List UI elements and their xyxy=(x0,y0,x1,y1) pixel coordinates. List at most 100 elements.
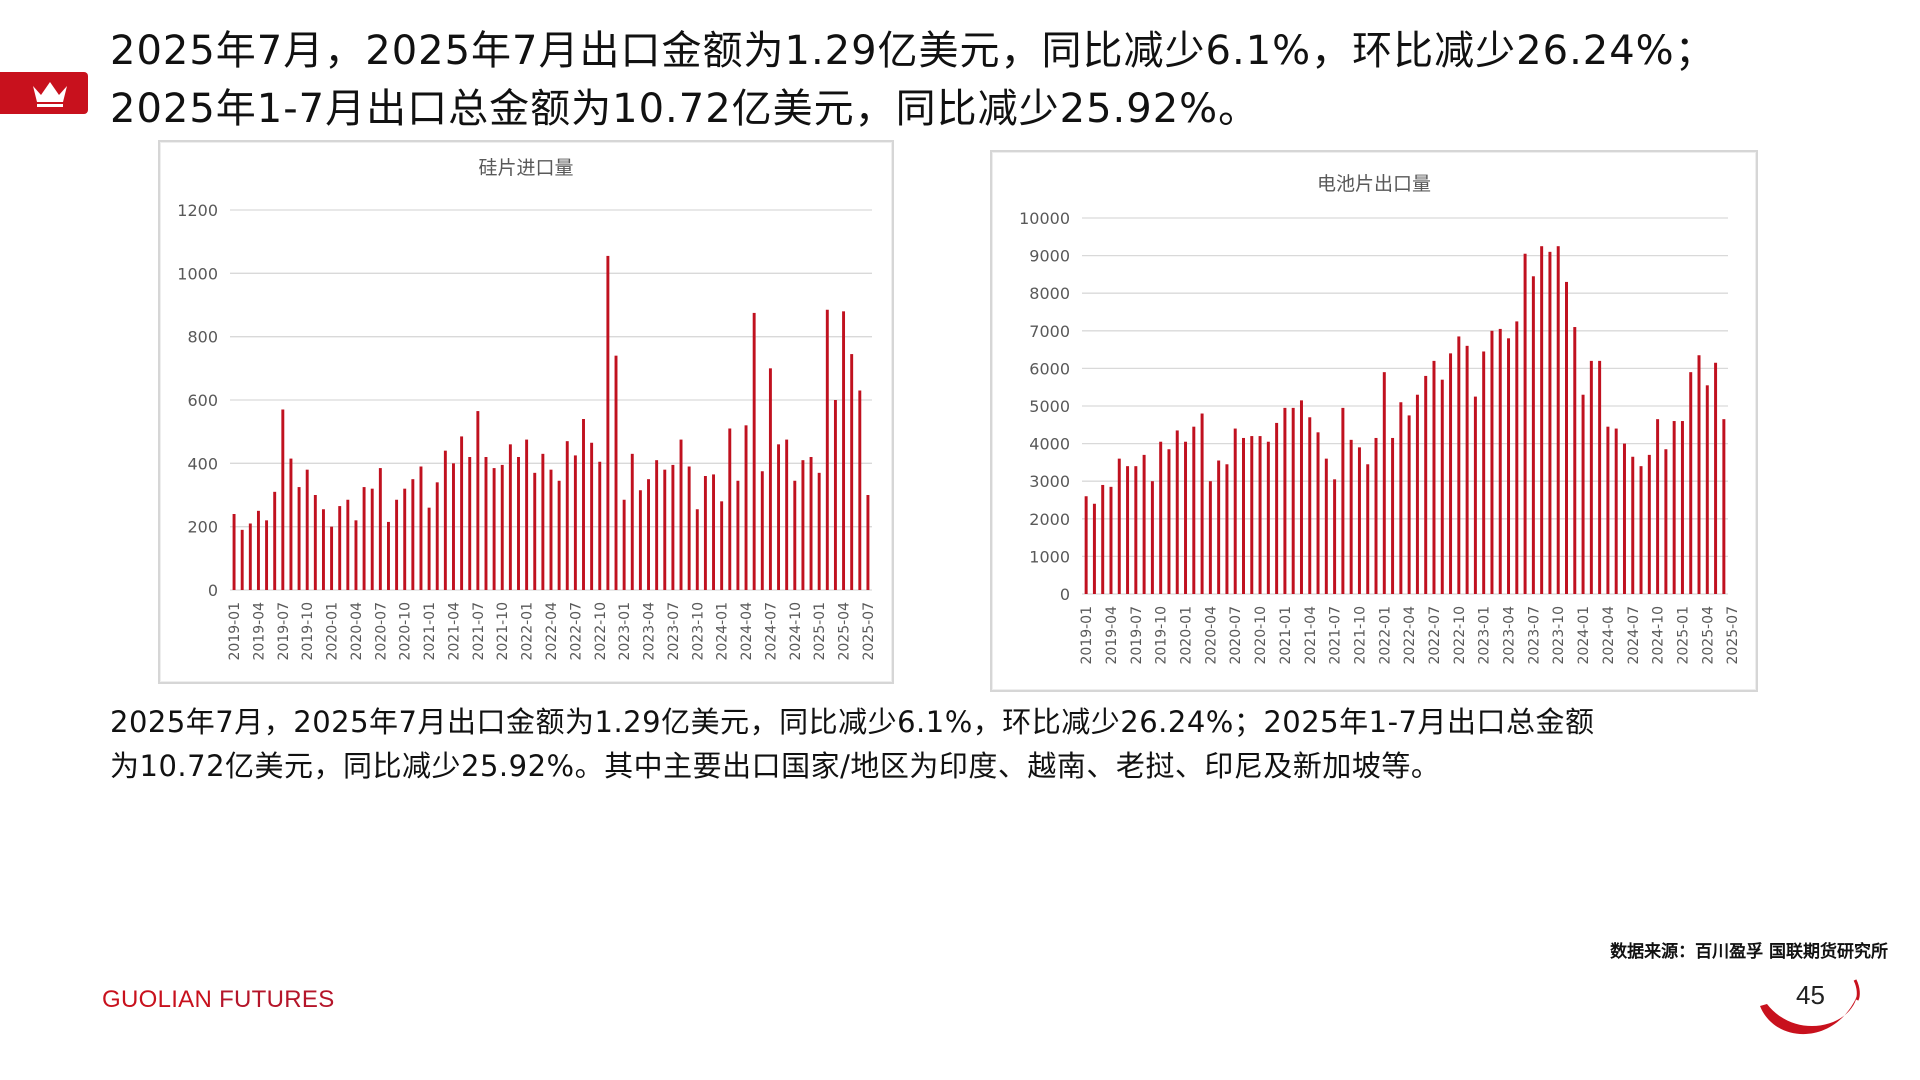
x-tick-label: 2021-07 xyxy=(471,602,487,661)
x-tick-label: 2020-07 xyxy=(373,602,389,661)
x-tick-label: 2025-07 xyxy=(1725,606,1741,665)
bar xyxy=(850,354,854,590)
x-tick-label: 2025-07 xyxy=(861,602,877,661)
bar xyxy=(720,501,724,590)
bar xyxy=(622,499,626,590)
bar xyxy=(1341,407,1345,594)
x-tick-label: 2019-07 xyxy=(276,602,292,661)
bar xyxy=(525,439,529,590)
y-tick-label: 10000 xyxy=(1019,209,1070,228)
y-tick-label: 600 xyxy=(187,391,218,410)
body-line-1: 2025年7月，2025年7月出口金额为1.29亿美元，同比减少6.1%，环比减… xyxy=(110,705,1595,739)
bar xyxy=(492,468,496,590)
bar xyxy=(1556,246,1560,594)
x-tick-label: 2022-10 xyxy=(1452,606,1468,665)
y-tick-label: 5000 xyxy=(1029,397,1070,416)
x-tick-label: 2022-10 xyxy=(593,602,609,661)
x-tick-label: 2023-04 xyxy=(642,602,658,661)
x-tick-label: 2022-07 xyxy=(568,602,584,661)
chart-title: 硅片进口量 xyxy=(478,157,573,179)
bar xyxy=(1084,496,1088,594)
x-tick-label: 2023-07 xyxy=(666,602,682,661)
bar xyxy=(1382,372,1386,594)
bar xyxy=(1523,253,1527,594)
x-tick-label: 2019-01 xyxy=(1079,606,1095,665)
bar xyxy=(1606,426,1610,594)
bar xyxy=(1540,246,1544,594)
x-tick-label: 2022-04 xyxy=(544,602,560,661)
x-tick-label: 2019-04 xyxy=(251,602,267,661)
bar xyxy=(1333,479,1337,594)
x-tick-label: 2020-10 xyxy=(1253,606,1269,665)
crown-icon xyxy=(33,82,67,107)
x-tick-label: 2024-04 xyxy=(739,602,755,661)
bar xyxy=(1275,422,1279,594)
y-tick-label: 200 xyxy=(187,518,218,537)
bar xyxy=(1366,464,1370,594)
bar xyxy=(858,390,862,590)
x-tick-label: 2019-04 xyxy=(1104,606,1120,665)
bar xyxy=(1316,432,1320,594)
bar xyxy=(606,255,610,590)
bar xyxy=(1399,402,1403,594)
bar xyxy=(1258,436,1262,594)
bar xyxy=(419,466,423,590)
bar xyxy=(1656,419,1660,594)
bar xyxy=(1565,281,1568,594)
x-tick-label: 2019-07 xyxy=(1129,606,1145,665)
bar xyxy=(1200,413,1204,594)
bar xyxy=(1192,426,1196,594)
bar xyxy=(354,520,358,590)
x-tick-label: 2023-07 xyxy=(1526,606,1542,665)
bar xyxy=(1647,454,1651,594)
x-tick-label: 2024-01 xyxy=(715,602,731,661)
bar xyxy=(1357,447,1361,594)
bar xyxy=(517,457,520,590)
bar xyxy=(1664,449,1668,594)
x-tick-label: 2025-04 xyxy=(1700,606,1716,665)
bar xyxy=(248,523,252,590)
x-tick-label: 2022-07 xyxy=(1427,606,1443,665)
y-tick-label: 400 xyxy=(187,454,218,473)
crown-tab xyxy=(0,72,88,114)
bar xyxy=(1490,330,1494,594)
bar xyxy=(1225,464,1229,594)
bar xyxy=(1581,394,1585,594)
bar xyxy=(1299,400,1303,594)
x-tick-label: 2019-10 xyxy=(1154,606,1170,665)
bar xyxy=(647,479,650,590)
bar xyxy=(1126,466,1130,594)
y-tick-label: 2000 xyxy=(1029,510,1070,529)
bar xyxy=(671,464,675,590)
x-tick-label: 2023-10 xyxy=(1551,606,1567,665)
chart-panel-cell-export: 电池片出口量 0 1000 2000 3000 4000 5000 6000 7000 8000 9… xyxy=(990,150,1758,692)
y-tick-label: 7000 xyxy=(1029,322,1070,341)
bar xyxy=(655,460,659,590)
bar xyxy=(1631,456,1635,594)
bar xyxy=(370,488,374,590)
x-tick-label: 2023-01 xyxy=(1477,606,1493,665)
x-tick-label: 2023-10 xyxy=(690,602,706,661)
headline-line-1: 2025年7月，2025年7月出口金额为1.29亿美元，同比减少6.1%，环比减… xyxy=(110,28,1716,74)
x-tick-label: 2021-07 xyxy=(1328,606,1344,665)
bar xyxy=(825,309,829,590)
y-tick-label: 0 xyxy=(1060,585,1070,604)
bar xyxy=(557,480,561,590)
x-tick-label: 2023-04 xyxy=(1502,606,1518,665)
bar xyxy=(1175,430,1179,594)
x-tick-label: 2020-04 xyxy=(1203,606,1219,665)
bar xyxy=(744,425,748,590)
bar xyxy=(1217,460,1221,594)
bar xyxy=(232,514,236,590)
bar xyxy=(1324,458,1328,594)
bar xyxy=(313,495,317,590)
bar xyxy=(1507,338,1511,594)
bar xyxy=(1548,251,1552,594)
bar xyxy=(1531,276,1535,594)
x-tick-label: 2021-10 xyxy=(1352,606,1368,665)
y-tick-label: 8000 xyxy=(1029,284,1070,303)
x-tick-label: 2021-10 xyxy=(495,602,511,661)
bar xyxy=(273,491,277,590)
y-tick-label: 0 xyxy=(208,581,218,600)
bar xyxy=(338,506,342,590)
